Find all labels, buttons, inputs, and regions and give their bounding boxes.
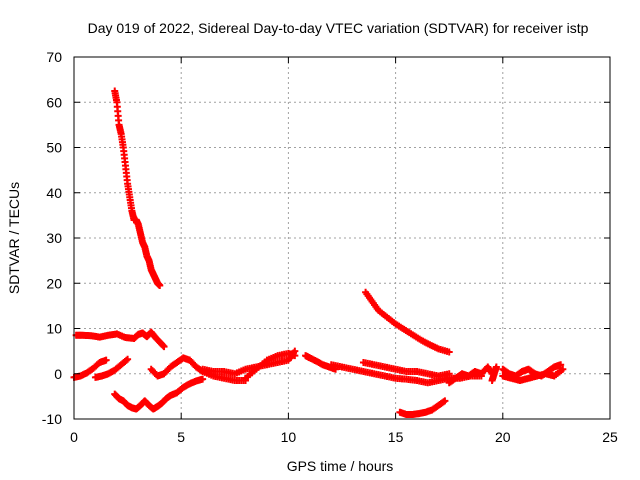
data-point — [557, 361, 565, 369]
y-tick-label: 50 — [46, 140, 62, 156]
y-tick-label: 20 — [46, 275, 62, 291]
data-point — [492, 363, 500, 371]
x-tick-label: 5 — [177, 429, 185, 445]
axis-ticks: 0 5 10 15 20 25 -10 0 10 20 30 40 50 60 70 — [42, 49, 618, 445]
x-tick-label: 0 — [70, 429, 78, 445]
data-point — [445, 348, 453, 356]
y-tick-label: 40 — [46, 185, 62, 201]
series-s14 — [445, 363, 496, 387]
series-s11 — [359, 358, 453, 380]
x-tick-label: 20 — [495, 429, 511, 445]
data-point-trail — [122, 356, 130, 364]
y-tick-label: 70 — [46, 49, 62, 65]
series-s8 — [242, 349, 299, 382]
data-point — [156, 282, 164, 290]
series-s3 — [70, 356, 110, 381]
series-s13 — [396, 397, 449, 418]
series-s6 — [147, 354, 250, 385]
data-point — [291, 352, 299, 360]
y-tick-label: 10 — [46, 321, 62, 337]
x-tick-label: 25 — [602, 429, 618, 445]
x-tick-label: 15 — [388, 429, 404, 445]
data-point — [199, 375, 207, 383]
data-point — [441, 397, 449, 405]
y-tick-label: 30 — [46, 230, 62, 246]
series-s5 — [111, 375, 207, 413]
y-tick-label: 0 — [54, 366, 62, 382]
data-points — [70, 87, 567, 418]
series-s15 — [488, 363, 500, 385]
series-s1 — [111, 87, 164, 290]
data-point — [102, 356, 110, 364]
chart-title: Day 019 of 2022, Sidereal Day-to-day VTE… — [88, 20, 589, 36]
series-s4 — [91, 355, 132, 381]
data-point — [124, 355, 132, 363]
data-point — [160, 343, 168, 351]
y-tick-label: 60 — [46, 94, 62, 110]
y-tick-label: -10 — [42, 411, 62, 427]
x-tick-label: 10 — [281, 429, 297, 445]
series-s12 — [362, 288, 453, 356]
series-s2 — [72, 328, 168, 351]
data-point — [445, 370, 453, 378]
y-axis-label: SDTVAR / TECUs — [6, 182, 22, 294]
series-s17 — [499, 365, 567, 385]
x-axis-label: GPS time / hours — [287, 458, 394, 474]
data-point — [559, 365, 567, 373]
